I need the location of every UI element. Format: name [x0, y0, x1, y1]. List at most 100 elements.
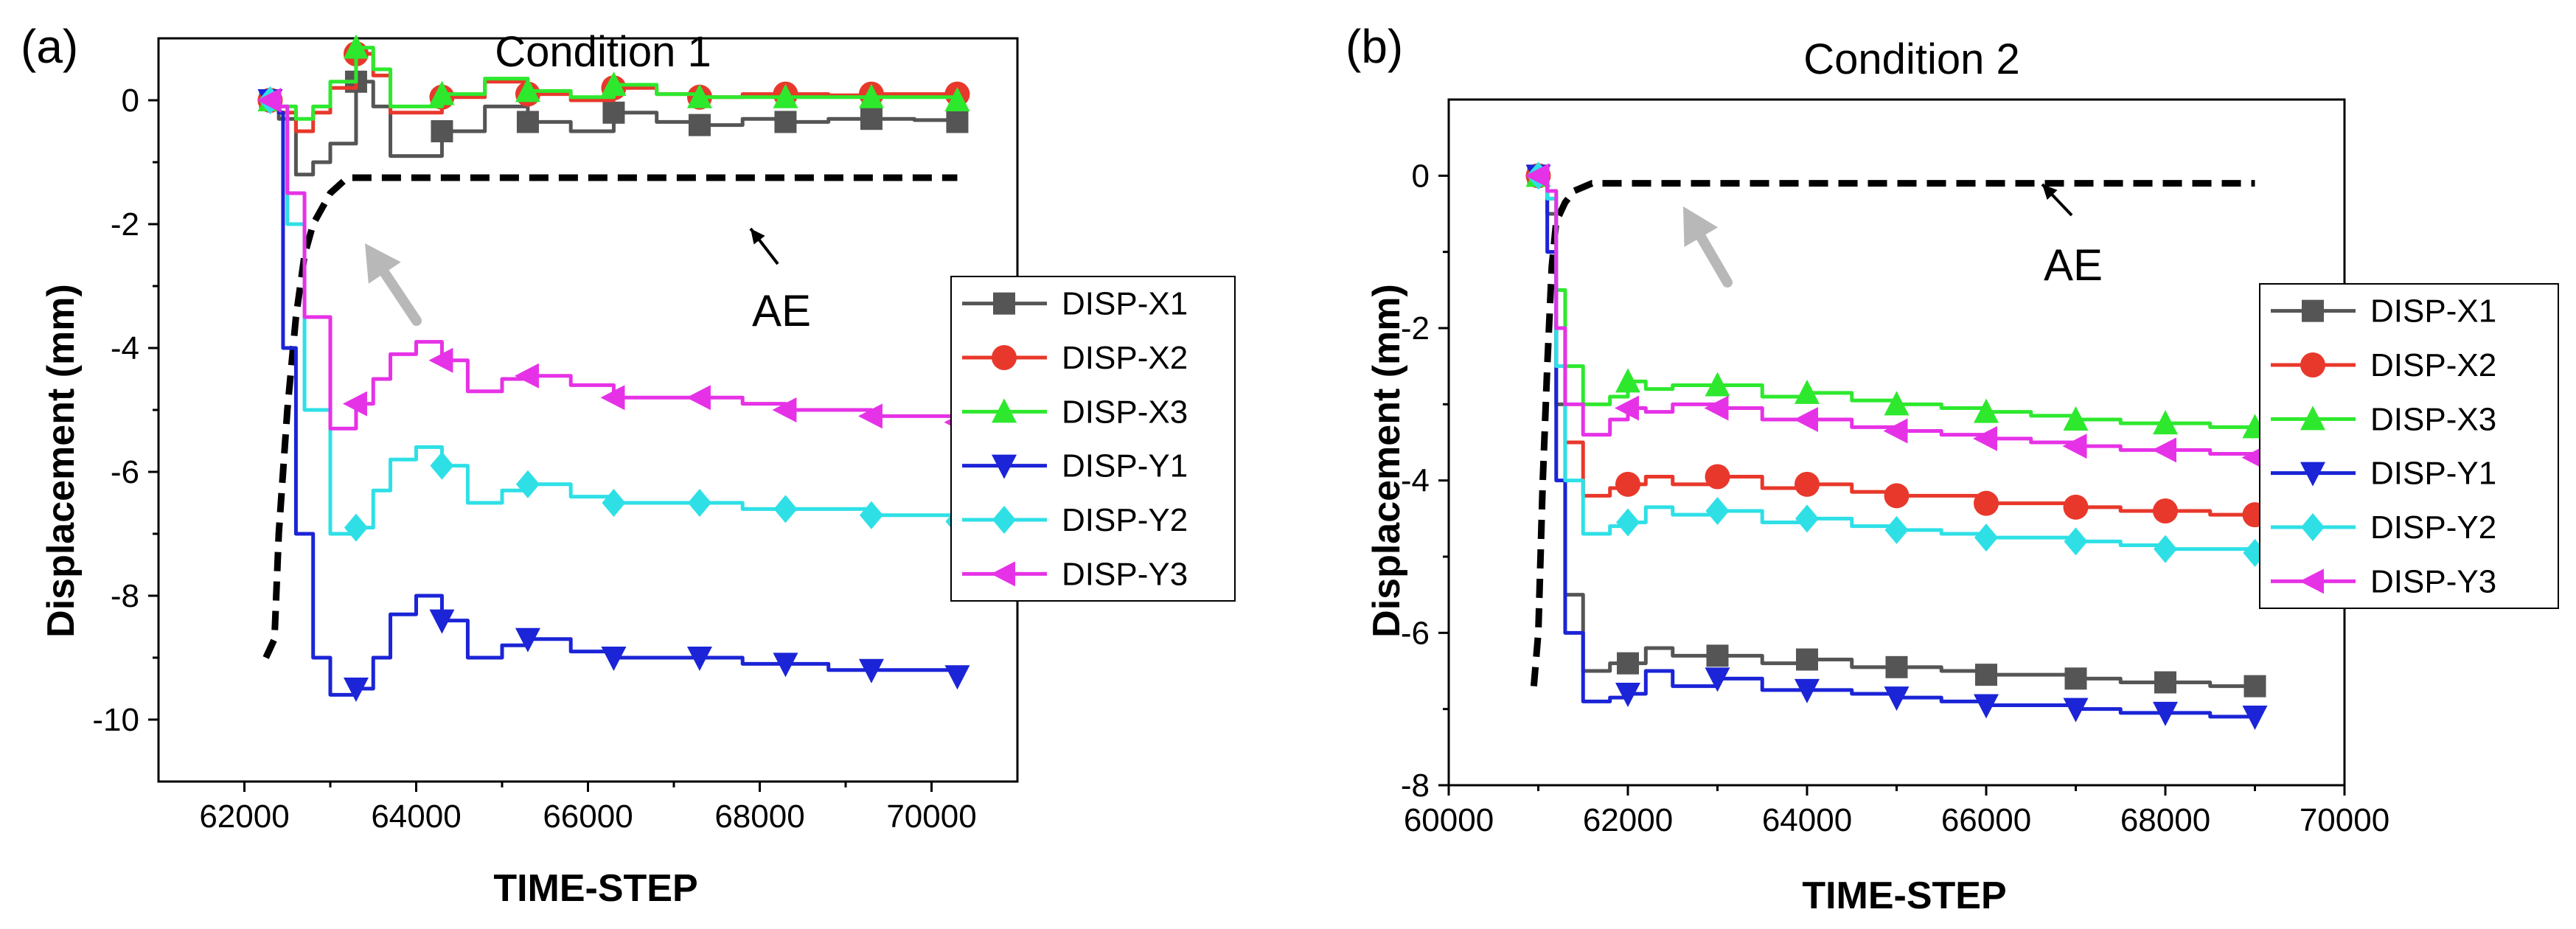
x-tick-label: 66000: [543, 798, 633, 835]
marker-disp-x3: [2153, 410, 2178, 435]
marker-disp-x2: [2153, 498, 2178, 523]
y-tick-label: -8: [1401, 768, 1430, 804]
y-tick-label: -4: [1401, 463, 1430, 499]
legend-marker-disp-x1: [2302, 299, 2324, 322]
marker-disp-y1: [2063, 697, 2089, 723]
legend-label-disp-x2: DISP-X2: [1062, 340, 1188, 376]
marker-disp-x1: [431, 120, 453, 142]
marker-disp-y1: [773, 653, 798, 678]
marker-disp-y1: [515, 627, 540, 653]
legend-label-disp-y1: DISP-Y1: [1062, 448, 1188, 484]
panel-condition-2: (b) Condition 2 TIME-STEP Displacement (…: [1346, 20, 2559, 917]
marker-disp-y3: [428, 347, 453, 373]
marker-disp-y1: [429, 609, 455, 634]
marker-disp-y1: [686, 647, 712, 671]
ae-label-b: AE: [2044, 240, 2103, 290]
marker-disp-x1: [1885, 655, 1908, 678]
marker-disp-y1: [1884, 686, 1910, 711]
marker-disp-y2: [1974, 523, 1998, 552]
legend-label-disp-y3: DISP-Y3: [2370, 563, 2496, 599]
chart-title-condition-1: Condition 1: [495, 28, 711, 76]
marker-disp-x1: [602, 101, 625, 124]
marker-disp-x3: [2063, 406, 2089, 431]
y-axis-label-b: Displacement (mm): [1365, 284, 1408, 638]
legend-label-disp-y2: DISP-Y2: [2370, 509, 2496, 546]
marker-disp-y3: [514, 363, 539, 389]
marker-disp-y2: [515, 470, 540, 498]
marker-disp-y1: [1795, 678, 1820, 703]
marker-disp-y1: [2242, 706, 2268, 730]
series-line-disp-y3: [1538, 173, 2257, 458]
marker-disp-x2: [1974, 490, 1999, 516]
marker-disp-y3: [1883, 418, 1908, 444]
marker-disp-x1: [860, 108, 883, 131]
marker-disp-y1: [2153, 701, 2178, 726]
marker-disp-x3: [1884, 391, 1910, 416]
marker-disp-x3: [944, 87, 970, 111]
marker-disp-y2: [1795, 504, 1819, 533]
marker-disp-x2: [1615, 471, 1640, 497]
marker-disp-y2: [1884, 515, 1909, 544]
marker-disp-x1: [1617, 652, 1639, 675]
legend-label-disp-y2: DISP-Y2: [1062, 502, 1188, 538]
gray-arrow-head: [1683, 206, 1719, 247]
marker-disp-y1: [858, 658, 884, 683]
marker-disp-y3: [1973, 425, 1997, 451]
marker-disp-x1: [2243, 675, 2266, 697]
y-tick-label: -2: [1401, 310, 1430, 347]
marker-disp-x3: [686, 83, 712, 108]
marker-disp-y2: [1705, 497, 1730, 525]
series-line-disp-y1: [1538, 173, 2255, 719]
x-tick-label: 62000: [199, 798, 289, 835]
ae-arrow-head: [2042, 184, 2058, 200]
marker-disp-x3: [343, 34, 369, 59]
marker-disp-y3: [1704, 395, 1729, 421]
marker-disp-x3: [1705, 372, 1730, 397]
marker-disp-y2: [687, 489, 711, 517]
legend-marker-disp-y2: [992, 506, 1016, 534]
marker-disp-x2: [1795, 471, 1820, 497]
y-tick-label: 0: [122, 83, 139, 119]
series-line-disp-x3: [270, 46, 959, 121]
y-tick-label: -2: [111, 206, 139, 243]
marker-disp-y2: [344, 513, 368, 542]
marker-disp-y2: [773, 495, 798, 523]
y-tick-label: -10: [92, 702, 139, 738]
panel-condition-1: (a) Condition 1 TIME-STEP Displacement (…: [21, 20, 1236, 910]
marker-disp-x1: [2154, 671, 2176, 694]
marker-disp-y2: [2154, 535, 2177, 563]
legend-marker-disp-x3: [2300, 406, 2325, 431]
marker-disp-y3: [1615, 395, 1639, 421]
marker-disp-x3: [773, 83, 798, 108]
legend-marker-disp-y3: [2300, 568, 2324, 594]
marker-disp-y1: [1974, 694, 1999, 719]
ae-label-a: AE: [752, 286, 811, 335]
y-tick-label: -6: [111, 454, 139, 490]
marker-disp-x1: [946, 111, 969, 133]
marker-disp-y3: [2152, 437, 2176, 463]
marker-disp-x2: [2063, 494, 2089, 520]
legend-label-disp-x1: DISP-X1: [2370, 293, 2496, 330]
marker-disp-y3: [600, 385, 625, 411]
legend-marker-disp-y3: [991, 561, 1015, 587]
y-axis-label-a: Displacement (mm): [40, 284, 83, 638]
x-tick-label: 70000: [2300, 802, 2389, 838]
panel-label-b: (b): [1346, 20, 1403, 73]
marker-disp-x1: [1706, 644, 1729, 667]
x-tick-label: 66000: [1941, 802, 2031, 838]
chart-title-condition-2: Condition 2: [1803, 35, 2019, 83]
ae-line: [1530, 180, 2255, 687]
marker-disp-y3: [1525, 163, 1550, 189]
legend-marker-disp-y2: [2301, 513, 2325, 541]
marker-disp-y2: [2064, 527, 2088, 556]
marker-disp-x1: [774, 111, 797, 133]
marker-disp-x3: [1974, 398, 1999, 423]
x-tick-label: 64000: [371, 798, 461, 835]
y-tick-label: -8: [111, 578, 139, 614]
marker-disp-y1: [944, 665, 970, 690]
marker-disp-y3: [2062, 434, 2087, 459]
marker-disp-x3: [515, 77, 540, 102]
marker-disp-x3: [1795, 379, 1820, 404]
marker-disp-y3: [686, 385, 711, 411]
